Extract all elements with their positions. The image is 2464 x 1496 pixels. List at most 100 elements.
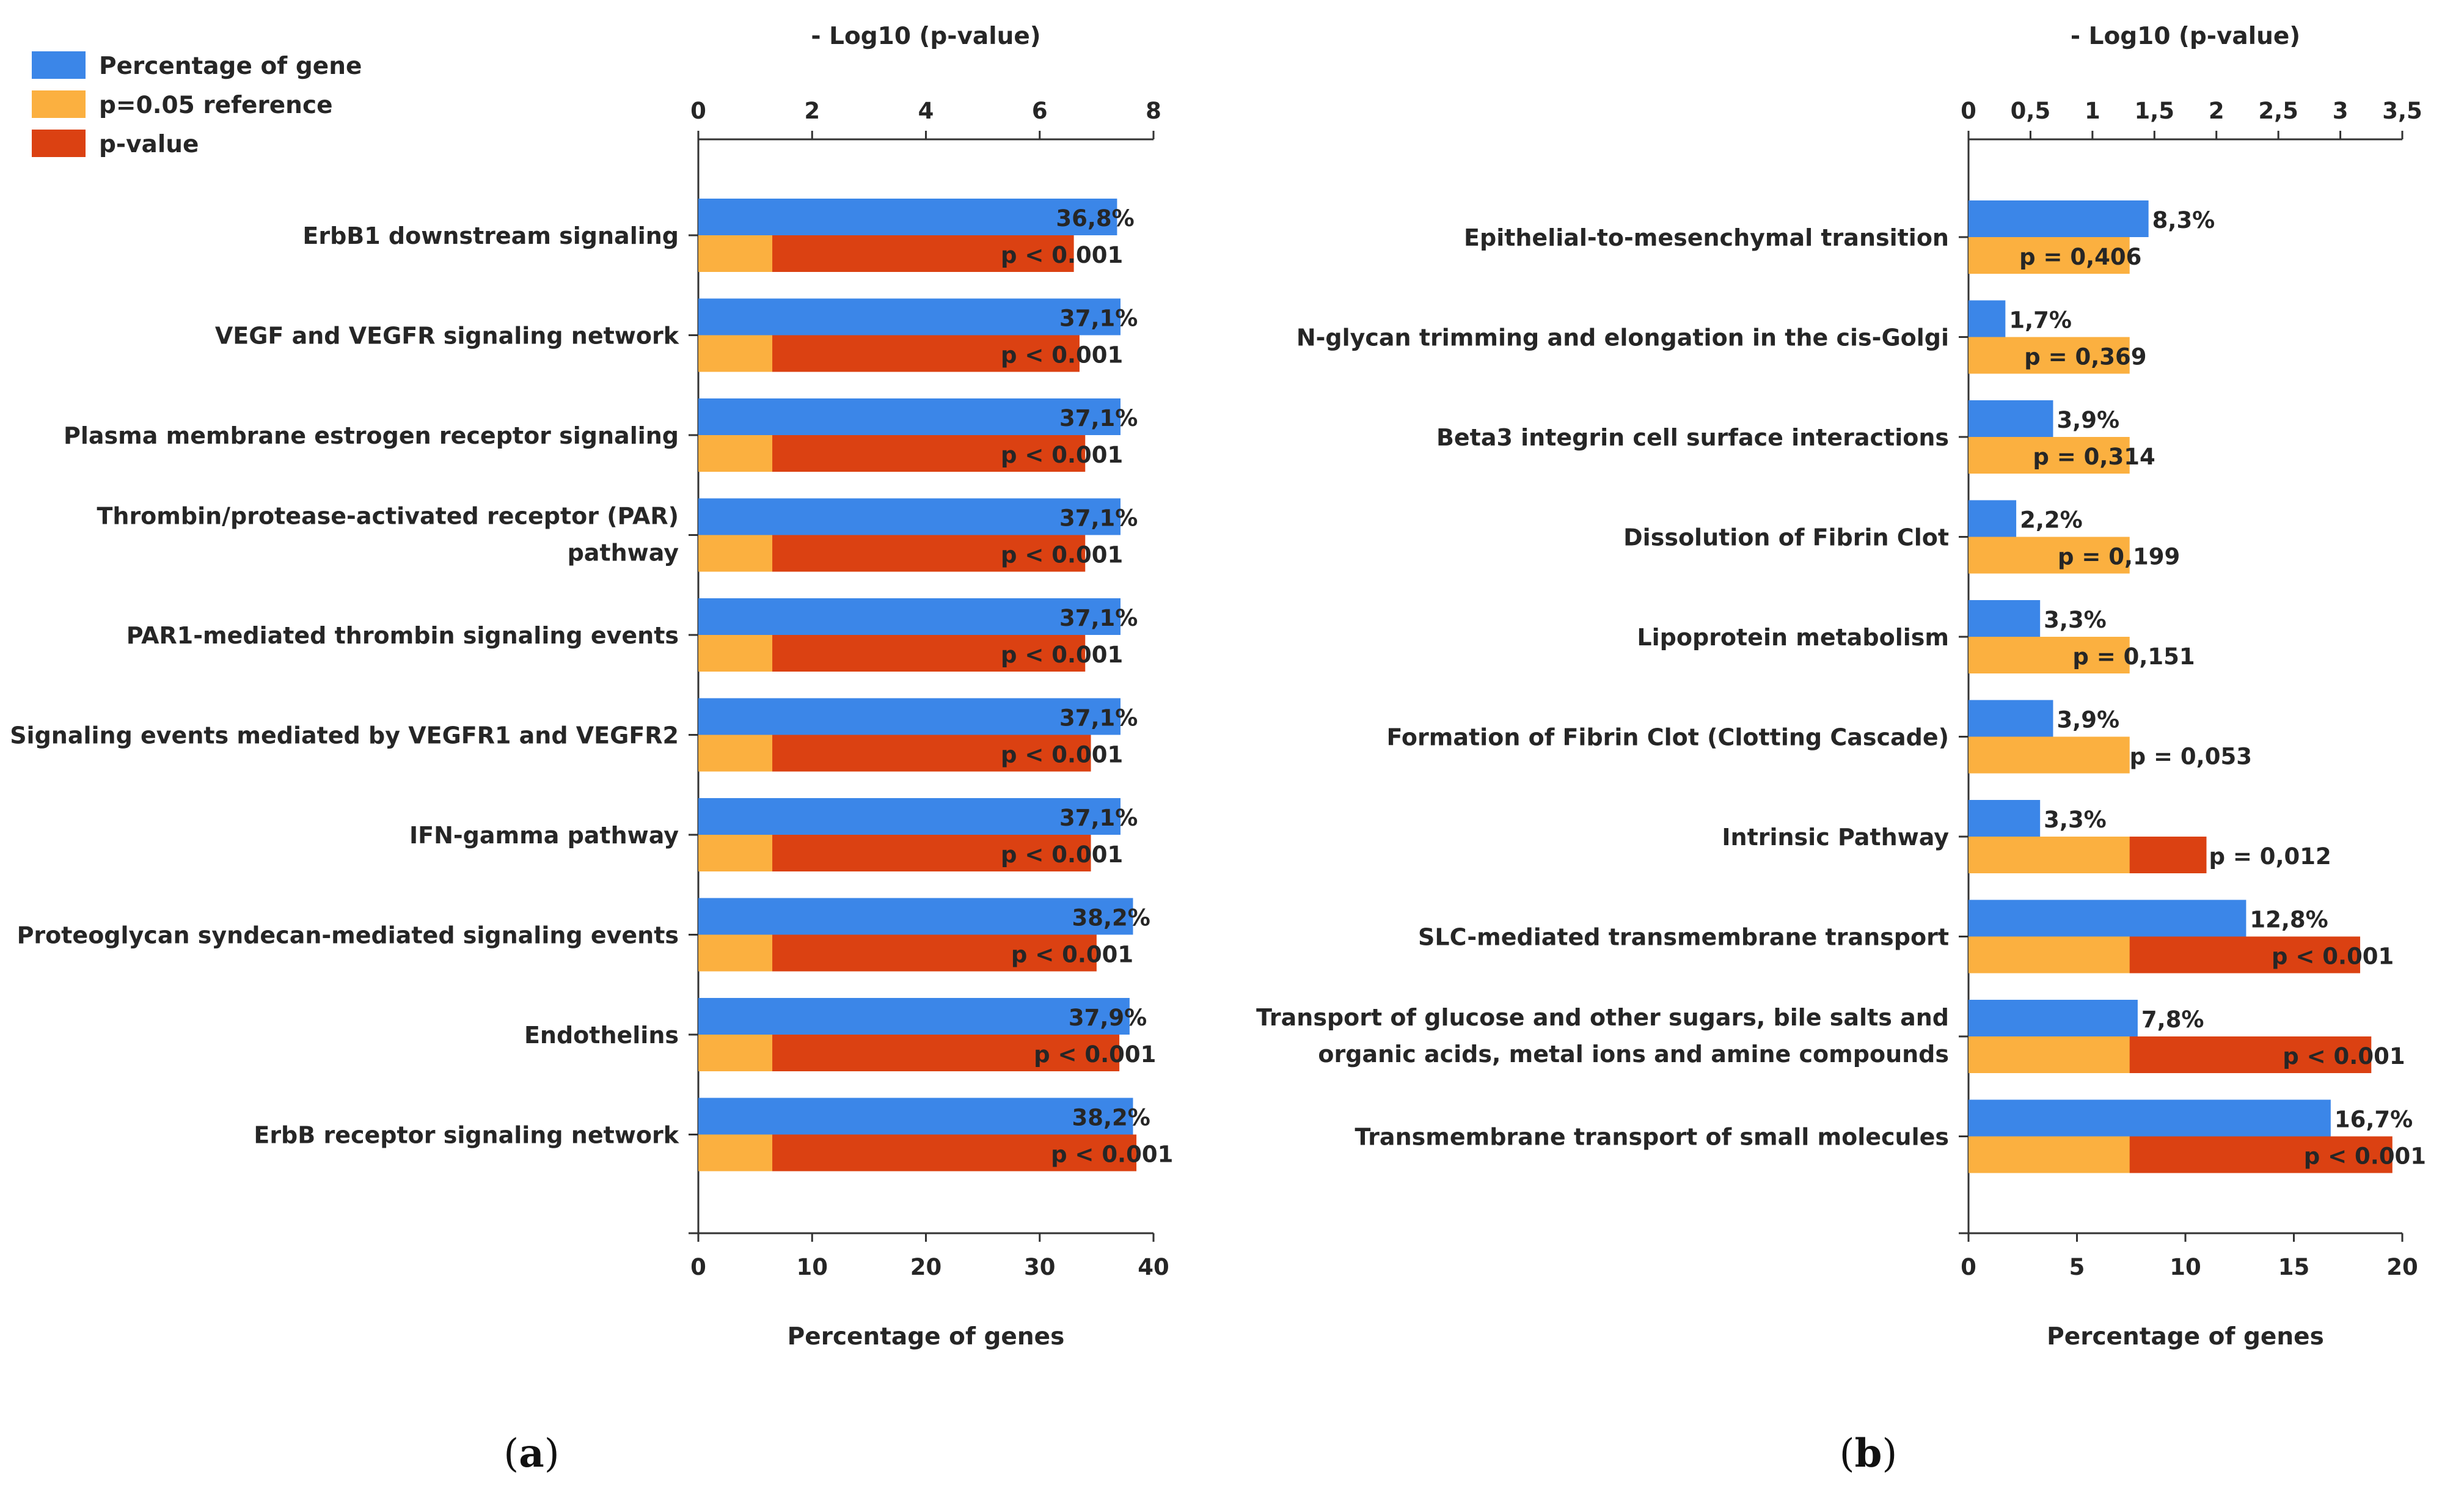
- top-axis-tick-label: 6: [1032, 98, 1048, 124]
- panel-caption-b: (b): [1840, 1431, 1898, 1476]
- top-axis-title: - Log10 (p-value): [2071, 23, 2300, 50]
- bar-reference: [1969, 237, 2130, 274]
- bar-percentage: [698, 199, 1117, 235]
- data-label-pvalue: p < 0.001: [1011, 942, 1133, 968]
- category-label-b: Epithelial-to-mesenchymal transition: [1464, 224, 1949, 251]
- bottom-axis-tick-label: 20: [2386, 1254, 2418, 1280]
- bottom-axis-tick-label: 10: [2170, 1254, 2201, 1280]
- top-axis-tick-label: 0: [1961, 98, 1976, 124]
- bar-reference: [698, 1134, 773, 1172]
- category-label-b: Beta3 integrin cell surface interactions: [1436, 424, 1949, 451]
- data-label-percentage: 3,3%: [2044, 807, 2107, 833]
- data-label-pvalue: p = 0,012: [2209, 843, 2331, 870]
- bar-reference: [1969, 1036, 2130, 1073]
- legend-label-pvalue: p-value: [99, 131, 199, 158]
- bottom-axis-title: Percentage of genes: [788, 1323, 1065, 1351]
- data-label-pvalue: p < 0.001: [1001, 442, 1123, 468]
- data-label-percentage: 37,1%: [1059, 405, 1138, 431]
- category-label-b: Transmembrane transport of small molecul…: [1354, 1124, 1949, 1151]
- data-label-percentage: 3,9%: [2056, 707, 2119, 733]
- top-axis-tick-label: 2: [804, 98, 820, 124]
- top-axis-tick-label: 3,5: [2382, 98, 2422, 124]
- data-label-pvalue: p = 0,151: [2072, 644, 2195, 670]
- data-label-percentage: 3,3%: [2044, 607, 2107, 633]
- data-label-percentage: 36,8%: [1056, 205, 1134, 232]
- category-label-b: organic acids, metal ions and amine comp…: [1318, 1041, 1949, 1068]
- data-label-pvalue: p < 0.001: [1001, 742, 1123, 768]
- data-label-pvalue: p < 0.001: [2283, 1043, 2405, 1069]
- data-label-percentage: 7,8%: [2141, 1007, 2204, 1033]
- bottom-axis-tick-label: 15: [2278, 1254, 2310, 1280]
- bar-percentage: [1969, 700, 2053, 737]
- bottom-axis-tick-label: 0: [1961, 1254, 1976, 1280]
- bar-reference: [698, 1035, 773, 1071]
- data-label-percentage: 37,1%: [1059, 605, 1138, 631]
- bar-percentage: [698, 898, 1133, 935]
- data-label-percentage: 3,9%: [2056, 407, 2119, 433]
- bar-percentage: [698, 298, 1120, 336]
- bar-percentage: [698, 798, 1120, 835]
- bar-percentage: [1969, 600, 2041, 637]
- bar-reference: [698, 535, 773, 572]
- bar-percentage: [1969, 200, 2149, 237]
- bar-reference: [698, 934, 773, 972]
- bar-reference: [1969, 637, 2130, 673]
- category-label-b: Formation of Fibrin Clot (Clotting Casca…: [1387, 724, 1949, 751]
- bar-percentage: [698, 1098, 1133, 1135]
- bar-reference: [698, 335, 773, 372]
- data-label-percentage: 37,1%: [1059, 306, 1138, 332]
- category-label-a: Thrombin/protease-activated receptor (PA…: [97, 503, 679, 530]
- bar-percentage: [698, 498, 1120, 535]
- bar-reference: [1969, 736, 2130, 774]
- data-label-pvalue: p = 0,406: [2019, 244, 2141, 270]
- panel-b: 0 0,5 1 1,5 2 2,5 3 3,5 - Log10 (p-value) 0 5 10 15 2…: [1256, 23, 2426, 1351]
- data-label-percentage: 38,2%: [1072, 905, 1150, 931]
- bar-percentage: [1969, 1000, 2138, 1036]
- bar-percentage: [1969, 900, 2246, 937]
- data-label-pvalue: p < 0.001: [1001, 342, 1123, 369]
- category-label-a: Proteoglycan syndecan-mediated signaling…: [17, 922, 679, 949]
- bar-percentage: [698, 698, 1120, 735]
- top-axis-title: - Log10 (p-value): [811, 23, 1040, 50]
- data-label-percentage: 1,7%: [2009, 307, 2072, 334]
- category-label-b: N-glycan trimming and elongation in the …: [1296, 324, 1949, 351]
- top-axis-tick-label: 0: [690, 98, 706, 124]
- panel-a: 0 2 4 6 8 - Log10 (p-value) 0 10 20 30 40 Percentag…: [10, 23, 1173, 1351]
- legend-label-percentage: Percentage of gene: [99, 53, 362, 80]
- data-label-percentage: 2,2%: [2020, 507, 2083, 534]
- bar-reference: [1969, 437, 2130, 474]
- bar-percentage: [698, 598, 1120, 635]
- bar-reference: [1969, 337, 2130, 374]
- bar-reference: [698, 835, 773, 871]
- data-label-percentage: 37,1%: [1059, 505, 1138, 532]
- bottom-axis-tick-label: 0: [690, 1254, 706, 1280]
- bottom-axis-tick-label: 10: [797, 1254, 828, 1280]
- category-label-b: Intrinsic Pathway: [1722, 824, 1949, 851]
- bar-percentage: [1969, 500, 2017, 537]
- legend-swatch-percentage: [32, 51, 86, 79]
- bar-percentage: [1969, 300, 2006, 337]
- category-label-b: Transport of glucose and other sugars, b…: [1256, 1004, 1949, 1031]
- bar-reference: [698, 635, 773, 672]
- category-label-a: ErbB receptor signaling network: [254, 1122, 679, 1149]
- bar-reference: [1969, 537, 2130, 574]
- data-label-pvalue: p < 0.001: [1051, 1142, 1173, 1168]
- legend: Percentage of gene p=0.05 reference p-va…: [32, 51, 362, 158]
- data-label-pvalue: p < 0.001: [1001, 642, 1123, 668]
- bar-reference: [1969, 1136, 2130, 1173]
- bar-percentage: [698, 998, 1130, 1035]
- data-label-pvalue: p = 0,199: [2058, 544, 2180, 570]
- category-label-b: SLC-mediated transmembrane transport: [1418, 924, 1949, 951]
- top-axis-tick-label: 1: [2085, 98, 2100, 124]
- data-label-pvalue: p = 0,053: [2130, 744, 2252, 770]
- category-label-a: PAR1-mediated thrombin signaling events: [126, 622, 679, 649]
- category-label-a: pathway: [568, 540, 679, 566]
- category-label-a: Signaling events mediated by VEGFR1 and …: [10, 722, 679, 749]
- category-label-a: ErbB1 downstream signaling: [302, 222, 679, 249]
- bar-reference: [698, 235, 773, 272]
- category-label-a: Plasma membrane estrogen receptor signal…: [64, 422, 679, 449]
- bottom-axis-title: Percentage of genes: [2047, 1323, 2324, 1351]
- bar-percentage: [698, 398, 1120, 435]
- bar-reference: [1969, 837, 2130, 873]
